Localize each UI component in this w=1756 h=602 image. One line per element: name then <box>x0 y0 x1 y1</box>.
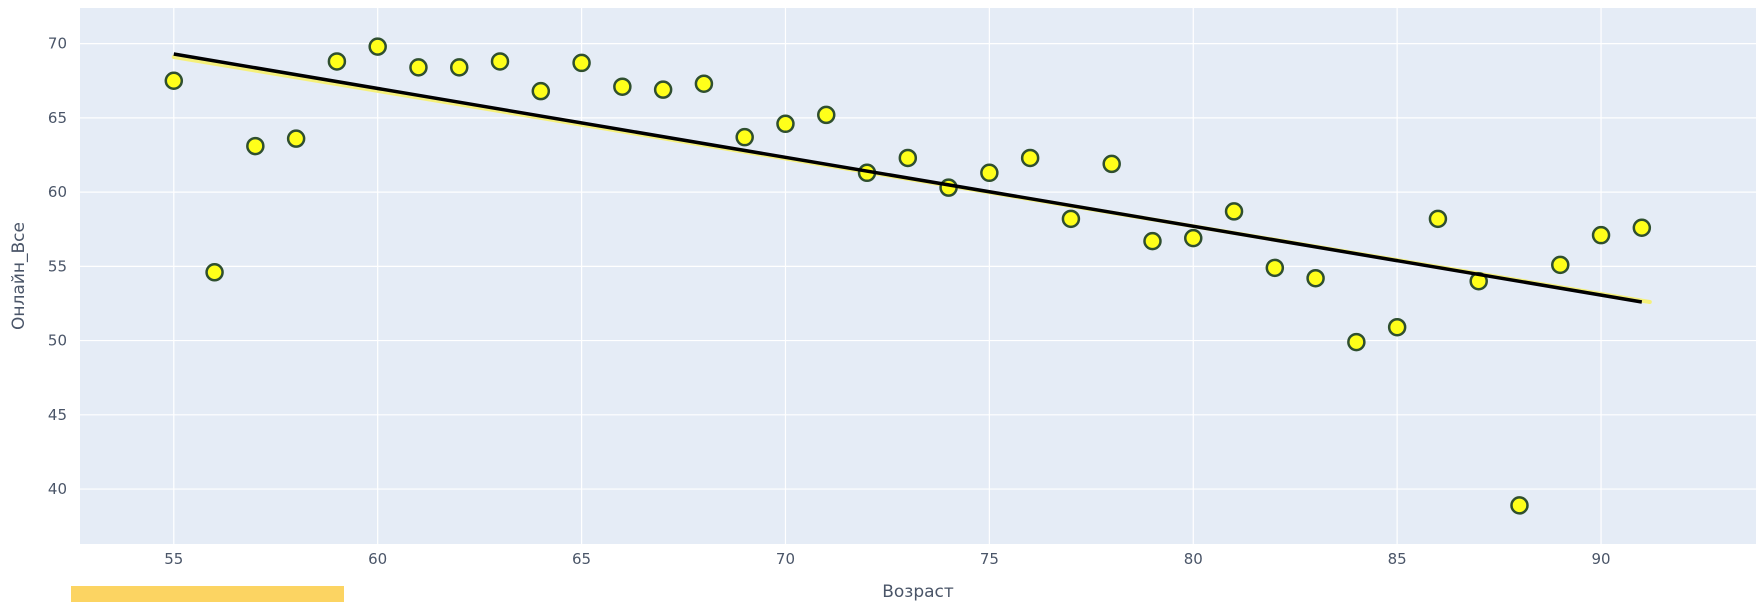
data-point <box>327 52 347 71</box>
data-point <box>735 127 754 147</box>
data-point <box>898 148 918 168</box>
data-point <box>1020 148 1040 168</box>
data-point <box>1387 317 1407 337</box>
data-point <box>939 178 958 197</box>
grid-lines <box>80 8 1756 544</box>
data-point <box>449 58 469 77</box>
data-point <box>613 77 632 96</box>
data-point <box>1265 258 1285 278</box>
x-tick-label: 80 <box>1184 550 1203 568</box>
x-tick-labels: 55 60 65 70 75 80 85 90 <box>164 550 1610 568</box>
data-point <box>1102 154 1121 174</box>
trend-line <box>173 52 1643 304</box>
data-point <box>1551 255 1570 275</box>
highlight-bar <box>71 586 344 602</box>
data-point <box>694 74 714 93</box>
x-tick-label: 90 <box>1591 550 1610 568</box>
data-point <box>1143 231 1162 251</box>
data-point <box>1061 209 1081 229</box>
data-point <box>1306 268 1325 288</box>
x-axis-title: Возраст <box>882 582 954 602</box>
data-point <box>1510 496 1529 515</box>
data-points <box>164 37 1652 515</box>
y-tick-label: 45 <box>48 406 67 424</box>
data-point <box>572 53 591 73</box>
x-tick-label: 65 <box>572 550 591 568</box>
x-tick-label: 70 <box>776 550 795 568</box>
y-tick-label: 55 <box>48 257 67 275</box>
x-tick-label: 85 <box>1388 550 1407 568</box>
data-point <box>246 136 265 156</box>
y-tick-label: 70 <box>48 35 67 53</box>
data-point <box>164 71 184 91</box>
y-tick-label: 50 <box>48 332 67 350</box>
y-tick-label: 40 <box>48 480 67 498</box>
data-point <box>816 105 836 125</box>
data-point <box>1184 228 1203 248</box>
data-point <box>286 129 306 148</box>
data-point <box>368 37 387 56</box>
x-tick-label: 75 <box>980 550 999 568</box>
x-tick-label: 60 <box>368 550 387 568</box>
data-point <box>205 263 224 282</box>
data-point <box>1591 225 1611 245</box>
data-point <box>1224 202 1244 221</box>
x-tick-label: 55 <box>164 550 183 568</box>
data-point <box>409 58 428 77</box>
y-tick-label: 65 <box>48 109 67 127</box>
data-point <box>776 114 795 134</box>
data-point <box>980 163 999 183</box>
y-tick-label: 60 <box>48 183 67 201</box>
data-point <box>490 52 510 71</box>
y-tick-labels: 40 45 50 55 60 65 70 <box>48 35 67 498</box>
y-axis-title: Онлайн_Все <box>9 222 29 330</box>
data-point <box>531 81 551 101</box>
data-point <box>653 80 673 99</box>
data-point <box>1428 209 1448 229</box>
data-point <box>1347 332 1366 352</box>
data-point <box>1632 218 1652 237</box>
